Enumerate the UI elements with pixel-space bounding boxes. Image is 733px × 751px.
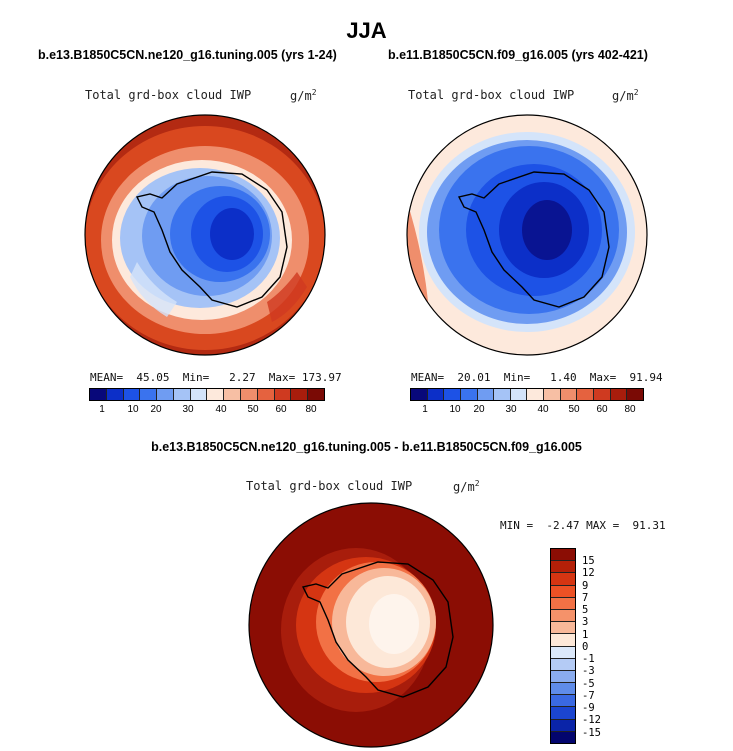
colorbar-right-tick-10: 10 (449, 404, 461, 415)
colorbar-right-tick-1: 1 (422, 404, 428, 415)
panel-right-stats: MEAN= 20.01 Min= 1.40 Max= 91.94 (411, 371, 663, 384)
panel-right-colorbar (410, 388, 644, 401)
difference-label: b.e13.B1850C5CN.ne120_g16.tuning.005 - b… (151, 440, 582, 454)
map-left (84, 114, 326, 356)
diff-tick-neg3: -3 (582, 665, 595, 677)
panel-left-units: g/m2 (290, 88, 317, 103)
diff-tick-9: 9 (582, 580, 589, 592)
colorbar-right-tick-50: 50 (568, 404, 580, 415)
panel-left-case-label: b.e13.B1850C5CN.ne120_g16.tuning.005 (yr… (38, 48, 337, 62)
diff-tick-3: 3 (582, 616, 589, 628)
diff-tick-neg5: -5 (582, 678, 595, 690)
panel-left-colorbar (89, 388, 325, 401)
diff-tick-5: 5 (582, 604, 589, 616)
colorbar-right-tick-30: 30 (505, 404, 517, 415)
colorbar-left-tick-20: 20 (150, 404, 162, 415)
colorbar-left-tick-50: 50 (247, 404, 259, 415)
colorbar-left-tick-10: 10 (127, 404, 139, 415)
difference-variable: Total grd-box cloud IWP (246, 479, 413, 493)
diff-tick-1: 1 (582, 629, 589, 641)
diff-tick-neg7: -7 (582, 690, 595, 702)
panel-left-stats: MEAN= 45.05 Min= 2.27 Max= 173.97 (90, 371, 342, 384)
diff-tick-15: 15 (582, 555, 595, 567)
colorbar-right-tick-60: 60 (596, 404, 608, 415)
colorbar-left-tick-40: 40 (215, 404, 227, 415)
colorbar-left-tick-80: 80 (305, 404, 317, 415)
panel-left-variable: Total grd-box cloud IWP (85, 88, 252, 102)
colorbar-right-tick-40: 40 (537, 404, 549, 415)
colorbar-right-tick-20: 20 (473, 404, 485, 415)
diff-tick-0: 0 (582, 641, 589, 653)
panel-right-units: g/m2 (612, 88, 639, 103)
map-difference (248, 502, 494, 748)
diff-tick-7: 7 (582, 592, 589, 604)
panel-right-case-label: b.e11.B1850C5CN.f09_g16.005 (yrs 402-421… (388, 48, 648, 62)
page-title: JJA (346, 18, 387, 43)
diff-tick-neg12: -12 (582, 714, 601, 726)
diff-tick-neg9: -9 (582, 702, 595, 714)
diff-tick-neg15: -15 (582, 727, 601, 739)
diff-tick-neg1: -1 (582, 653, 595, 665)
colorbar-right-tick-80: 80 (624, 404, 636, 415)
diff-tick-12: 12 (582, 567, 595, 579)
panel-right-variable: Total grd-box cloud IWP (408, 88, 575, 102)
map-right (406, 114, 648, 356)
colorbar-left-tick-1: 1 (99, 404, 105, 415)
difference-colorbar (550, 548, 576, 744)
difference-units: g/m2 (453, 479, 480, 494)
colorbar-left-tick-60: 60 (275, 404, 287, 415)
difference-stats: MIN = -2.47 MAX = 91.31 (500, 519, 666, 532)
colorbar-left-tick-30: 30 (182, 404, 194, 415)
